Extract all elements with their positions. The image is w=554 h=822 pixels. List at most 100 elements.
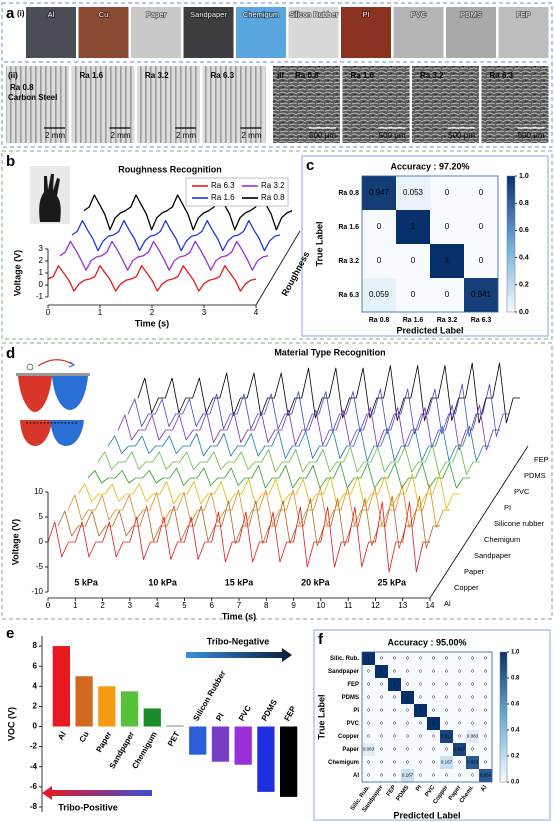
row-label: (i) — [17, 9, 25, 18]
panel-letter: d — [6, 345, 15, 362]
x-tick-label: 1 — [73, 601, 78, 610]
y-category: Ra 6.3 — [338, 292, 359, 299]
x-tick-label: 2 — [100, 601, 105, 610]
x-tick-label: 4 — [155, 601, 160, 610]
cell-value: 1 — [406, 695, 409, 700]
bar — [234, 726, 252, 765]
cell-value: 0 — [380, 682, 383, 687]
heat-cell — [479, 665, 492, 678]
heat-cell — [440, 704, 453, 717]
cell-value: 0 — [419, 747, 422, 752]
heat-cell — [464, 278, 498, 312]
cell-value: 0 — [458, 721, 461, 726]
heat-cell — [427, 652, 440, 665]
cell-value: 0 — [432, 669, 435, 674]
cell-value: 0 — [406, 669, 409, 674]
annotation: Tribo-Negative — [207, 636, 270, 646]
heat-cell — [466, 717, 479, 730]
y-category: Paper — [342, 747, 359, 753]
x-tick-label: 4 — [254, 308, 259, 317]
scale-label: 2 mm — [111, 131, 131, 140]
bar — [280, 726, 298, 797]
y-axis-label: True Label — [314, 221, 324, 266]
matrix-frame — [361, 175, 499, 313]
cell-value: 0 — [471, 747, 474, 752]
heat-cell — [414, 769, 427, 782]
heat-cell — [440, 691, 453, 704]
cell-value: 0 — [445, 290, 450, 299]
y-category: PVC — [347, 721, 360, 727]
heat-cell — [375, 730, 388, 743]
series-line — [59, 240, 269, 271]
x-tick-label: 12 — [371, 601, 380, 610]
cell-value: 0.941 — [471, 290, 492, 299]
heat-cell — [362, 278, 396, 312]
tribo-positive-arrow — [42, 786, 152, 800]
series-label: Silicone rubber — [494, 519, 545, 528]
y-category: Ra 0.8 — [338, 190, 359, 197]
heat-cell — [396, 176, 430, 210]
cell-value: 0 — [393, 734, 396, 739]
y-tick-label: 2 — [33, 702, 38, 711]
heat-cell — [388, 652, 401, 665]
micro-roughness: Ra 0.8 — [295, 71, 319, 80]
y-tick-label: -4 — [30, 762, 38, 771]
heat-cell — [388, 756, 401, 769]
cell-value: 1 — [367, 656, 370, 661]
series-label: PDMS — [524, 471, 546, 480]
cell-value: 0 — [367, 682, 370, 687]
cell-value: 0 — [484, 734, 487, 739]
x-axis-label: Time (s) — [135, 318, 169, 328]
category-label: FEP — [282, 704, 298, 723]
micro-roughness: Ra 1.6 — [351, 71, 375, 80]
category-label: Paper — [94, 730, 113, 754]
cell-value: 0 — [393, 656, 396, 661]
heat-cell — [375, 743, 388, 756]
cell-value: 0 — [393, 773, 396, 778]
series-line — [47, 265, 257, 292]
cell-value: 1 — [411, 222, 416, 231]
heat-cell — [440, 678, 453, 691]
heat-cell — [440, 730, 453, 743]
material-photo — [183, 7, 234, 58]
heat-cell — [362, 769, 375, 782]
colorbar-label: 0.4 — [519, 254, 529, 261]
heat-cell — [414, 652, 427, 665]
bar — [166, 725, 184, 727]
heat-cell — [466, 678, 479, 691]
heat-cell — [401, 756, 414, 769]
series-line — [71, 219, 281, 252]
cell-value: 0 — [471, 682, 474, 687]
heat-cell — [414, 678, 427, 691]
series-label: PVC — [514, 487, 530, 496]
cell-value: 0 — [380, 721, 383, 726]
x-category: Ra 6.3 — [471, 317, 492, 324]
heat-cell — [362, 210, 396, 244]
depth-axis — [429, 445, 529, 599]
cell-value: 1 — [380, 669, 383, 674]
cell-value: 0.833 — [467, 760, 479, 765]
colorbar-label: 0.6 — [519, 227, 529, 234]
material-label: FEP — [516, 10, 531, 19]
pressure-label: 5 kPa — [74, 577, 99, 587]
x-category: Ra 1.6 — [403, 317, 424, 324]
cell-value: 0 — [445, 188, 450, 197]
cell-value: 0 — [419, 721, 422, 726]
cell-value: 0 — [367, 708, 370, 713]
cell-value: 0 — [445, 773, 448, 778]
colorbar-label: 1.0 — [519, 173, 529, 180]
material-label: PVC — [411, 10, 427, 19]
legend-label: Ra 0.8 — [261, 193, 285, 202]
heat-cell — [440, 756, 453, 769]
material-photo — [446, 7, 496, 58]
heat-cell — [427, 678, 440, 691]
heat-cell — [430, 210, 464, 244]
category-label: Cu — [78, 730, 91, 744]
pressure-label: 25 kPa — [378, 577, 408, 587]
heat-cell — [440, 717, 453, 730]
cell-value: 0 — [419, 760, 422, 765]
material-photo — [288, 7, 339, 58]
x-tick-label: 13 — [398, 601, 407, 610]
heat-cell — [362, 678, 375, 691]
material-photo — [131, 7, 181, 58]
